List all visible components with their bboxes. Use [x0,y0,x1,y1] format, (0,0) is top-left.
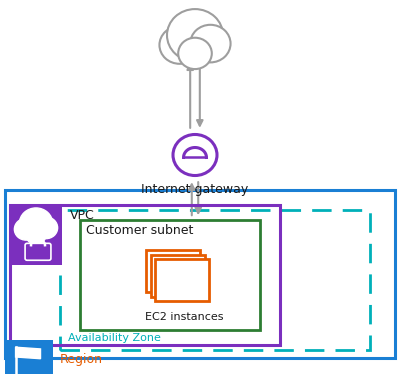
FancyBboxPatch shape [25,243,51,260]
Bar [10,205,62,265]
Text: VPC: VPC [70,209,95,222]
Circle shape [19,208,53,239]
Bar [10,205,280,345]
Text: EC2 instances: EC2 instances [145,312,223,322]
Bar [151,255,205,297]
Circle shape [14,218,38,240]
Text: Customer subnet: Customer subnet [86,224,193,237]
Bar [180,36,211,49]
Circle shape [167,9,223,61]
Circle shape [34,217,58,239]
Text: Internet gateway: Internet gateway [142,183,249,196]
Bar [5,190,395,358]
Polygon shape [16,347,41,359]
Bar [146,250,200,292]
Text: Region: Region [60,353,103,367]
Circle shape [26,226,46,244]
Circle shape [190,25,231,62]
Bar [60,210,370,350]
Bar [80,220,260,330]
Circle shape [178,38,212,69]
Circle shape [160,26,200,64]
Bar [156,259,209,301]
Bar [5,340,53,374]
Text: Availability Zone: Availability Zone [68,333,161,343]
